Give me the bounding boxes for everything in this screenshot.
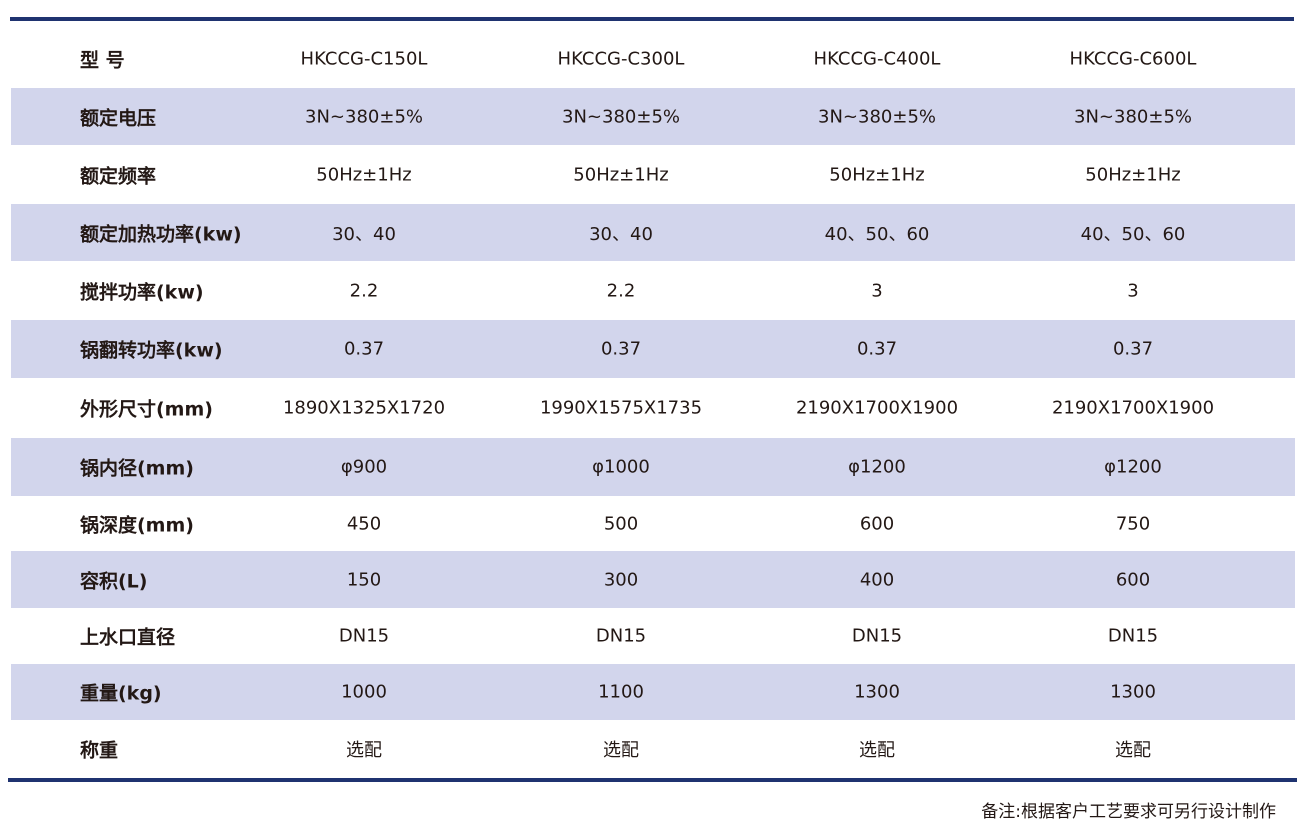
table-cell: 3 bbox=[1127, 280, 1139, 301]
table-cell: 0.37 bbox=[343, 338, 385, 360]
table-cell: 500 bbox=[603, 513, 639, 534]
table-cell: 2190X1700X1900 bbox=[1051, 397, 1215, 419]
table-cell: 选配 bbox=[1115, 740, 1151, 761]
table-row: 额定加热功率(kw) 30、40 30、40 40、50、60 40、50、60 bbox=[11, 204, 1295, 261]
table-cell: HKCCG-C400L bbox=[813, 48, 941, 70]
table-row: 重量(kg) 1000 1100 1300 1300 bbox=[11, 664, 1295, 720]
table-cell: DN15 bbox=[851, 625, 903, 647]
row-label: 外形尺寸(mm) bbox=[80, 398, 213, 421]
table-cell: 30、40 bbox=[589, 223, 653, 245]
table-row: 外形尺寸(mm) 1890X1325X1720 1990X1575X1735 2190… bbox=[11, 378, 1295, 438]
table-cell: 1100 bbox=[598, 681, 644, 703]
table-row: 锅翻转功率(kw) 0.37 0.37 0.37 0.37 bbox=[11, 320, 1295, 378]
row-label: 容积(L) bbox=[80, 570, 148, 592]
row-label: 型 号 bbox=[80, 49, 125, 72]
table-cell: 150 bbox=[346, 569, 382, 590]
row-label: 锅深度(mm) bbox=[80, 514, 194, 536]
table-cell: HKCCG-C150L bbox=[300, 48, 428, 70]
table-cell: 选配 bbox=[603, 740, 639, 761]
table-cell: 400 bbox=[859, 569, 895, 590]
top-rule bbox=[10, 17, 1294, 21]
table-cell: φ1200 bbox=[848, 456, 906, 478]
table-row: 型 号 HKCCG-C150L HKCCG-C300L HKCCG-C400L HKCC… bbox=[11, 30, 1295, 88]
row-label: 上水口直径 bbox=[80, 626, 176, 649]
table-row: 额定频率 50Hz±1Hz 50Hz±1Hz 50Hz±1Hz 50Hz±1Hz bbox=[11, 145, 1295, 204]
row-label: 重量(kg) bbox=[80, 682, 162, 705]
table-cell: 50Hz±1Hz bbox=[1085, 164, 1181, 185]
table-cell: φ1200 bbox=[1104, 456, 1162, 478]
table-cell: HKCCG-C300L bbox=[557, 48, 685, 70]
table-cell: 0.37 bbox=[1112, 338, 1154, 360]
row-label: 锅内径(mm) bbox=[80, 457, 194, 480]
table-cell: 750 bbox=[1115, 513, 1151, 534]
row-label: 额定频率 bbox=[80, 165, 157, 187]
table-row: 锅深度(mm) 450 500 600 750 bbox=[11, 496, 1295, 551]
table-cell: 2.2 bbox=[349, 280, 379, 301]
table-cell: 3N~380±5% bbox=[305, 106, 423, 127]
row-label: 称重 bbox=[80, 739, 119, 762]
table-cell: 30、40 bbox=[332, 223, 396, 245]
table-cell: 2190X1700X1900 bbox=[795, 397, 959, 419]
row-label: 搅拌功率(kw) bbox=[80, 281, 204, 303]
table-cell: 1990X1575X1735 bbox=[539, 397, 703, 419]
row-label: 额定电压 bbox=[80, 107, 157, 129]
table-row: 额定电压 3N~380±5% 3N~380±5% 3N~380±5% 3N~380±5% bbox=[11, 88, 1295, 145]
table-cell: 3N~380±5% bbox=[562, 106, 680, 127]
table-cell: 0.37 bbox=[856, 338, 898, 360]
bottom-rule bbox=[8, 778, 1297, 782]
table-cell: 3 bbox=[871, 280, 883, 301]
table-cell: DN15 bbox=[1107, 625, 1159, 647]
table-cell: 选配 bbox=[859, 740, 895, 761]
table-cell: 50Hz±1Hz bbox=[316, 164, 412, 185]
table-cell: 300 bbox=[603, 569, 639, 590]
row-label: 锅翻转功率(kw) bbox=[80, 339, 223, 362]
table-cell: 1300 bbox=[1110, 681, 1156, 703]
table-cell: 0.37 bbox=[600, 338, 642, 360]
table-cell: 3N~380±5% bbox=[1074, 106, 1192, 127]
table-cell: 1890X1325X1720 bbox=[282, 397, 446, 419]
table-cell: DN15 bbox=[338, 625, 390, 647]
table-row: 锅内径(mm) φ900 φ1000 φ1200 φ1200 bbox=[11, 438, 1295, 496]
table-row: 上水口直径 DN15 DN15 DN15 DN15 bbox=[11, 608, 1295, 664]
table-row: 搅拌功率(kw) 2.2 2.2 3 3 bbox=[11, 261, 1295, 320]
table-cell: 2.2 bbox=[606, 280, 636, 301]
table-cell: 600 bbox=[859, 513, 895, 534]
table-cell: DN15 bbox=[595, 625, 647, 647]
footnote: 备注:根据客户工艺要求可另行设计制作 bbox=[981, 802, 1276, 822]
table-row: 容积(L) 150 300 400 600 bbox=[11, 551, 1295, 608]
table-cell: 选配 bbox=[346, 740, 382, 761]
table-cell: 450 bbox=[346, 513, 382, 534]
table-cell: 3N~380±5% bbox=[818, 106, 936, 127]
table-cell: 600 bbox=[1115, 569, 1151, 590]
table-cell: 1000 bbox=[341, 681, 387, 703]
table-cell: 50Hz±1Hz bbox=[829, 164, 925, 185]
table-cell: HKCCG-C600L bbox=[1069, 48, 1197, 70]
table-cell: 1300 bbox=[854, 681, 900, 703]
table-row: 称重 选配 选配 选配 选配 bbox=[11, 720, 1295, 778]
row-label: 额定加热功率(kw) bbox=[80, 223, 242, 245]
table-cell: φ1000 bbox=[592, 456, 650, 478]
table-cell: 40、50、60 bbox=[824, 223, 930, 245]
table-cell: 50Hz±1Hz bbox=[573, 164, 669, 185]
table-cell: φ900 bbox=[340, 456, 388, 478]
table-cell: 40、50、60 bbox=[1080, 223, 1186, 245]
